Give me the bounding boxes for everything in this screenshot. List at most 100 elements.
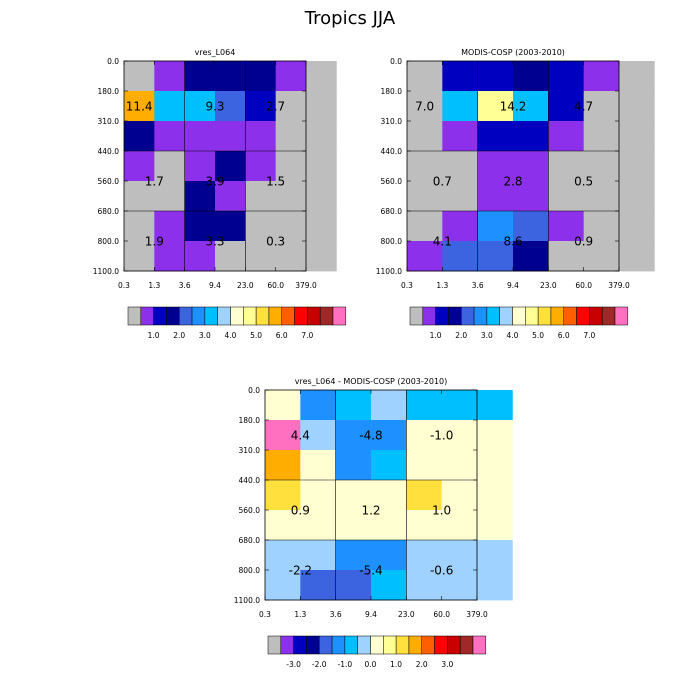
colorbar-swatch [332,306,347,326]
heatmap-cell [407,61,443,92]
heatmap-cell [406,390,443,421]
heatmap-cell [275,91,307,122]
colorbar-swatch [512,306,526,326]
colorbar-tick-label: 1.0 [390,660,402,669]
heatmap-cell [215,151,246,182]
heatmap-cell [124,151,155,182]
data-label: 1.9 [145,235,164,249]
heatmap-cell [619,241,655,272]
heatmap-cell [619,91,655,122]
x-tick-label: 9.4 [365,610,377,619]
colorbar-tick-label: 1.0 [430,331,442,340]
heatmap-cell [513,121,549,152]
colorbar-tick-label: 5.0 [532,331,544,340]
heatmap-cell [306,211,337,242]
heatmap-cell [154,181,186,212]
colorbar-swatch [370,635,384,655]
colorbar-tick-label: 7.0 [583,331,595,340]
colorbar-tick-label: 3.0 [199,331,211,340]
heatmap-cell [154,241,186,272]
colorbar-swatch [383,635,397,655]
data-label: 1.5 [266,175,285,189]
y-tick-label: 180.0 [381,87,403,96]
heatmap-cell [619,211,655,242]
heatmap-cell [371,480,407,511]
colorbar-tick-label: 4.0 [225,331,237,340]
x-tick-label: 9.4 [209,281,221,290]
heatmap-cell [275,211,307,242]
data-label: 3.9 [205,175,224,189]
heatmap-cell [441,390,478,421]
heatmap-cell [407,91,443,122]
colorbar-swatch [357,635,371,655]
heatmap-cell [407,151,443,182]
heatmap-cell [441,420,478,451]
heatmap-cell [548,241,585,272]
heatmap-cell [583,181,620,212]
colorbar-tick-label: 6.0 [558,331,570,340]
x-tick-label: 3.6 [330,610,342,619]
x-tick-label: 0.3 [401,281,413,290]
heatmap-cell [124,211,155,242]
heatmap-cell [371,420,407,451]
data-label: -0.6 [430,564,453,578]
heatmap-cell [306,91,337,122]
data-label: 0.7 [433,175,452,189]
heatmap-cell [513,241,549,272]
heatmap-cell [306,151,337,182]
heatmap-cell [124,61,155,92]
data-label: 0.9 [291,504,310,518]
colorbar-tick-label: 3.0 [481,331,493,340]
heatmap-cell [513,151,549,182]
heatmap-cell [371,570,407,601]
y-tick-label: 440.0 [239,476,261,485]
heatmap-cell [619,151,655,182]
y-tick-label: 680.0 [381,207,403,216]
heatmap-cell [154,91,186,122]
heatmap-cell [477,570,513,601]
data-label: 0.3 [266,235,285,249]
heatmap-cell [275,121,307,152]
panel-model: vres_L064 0.0 180.0 310.0 440.0 560.0 680.0 800… [93,48,347,340]
colorbar-swatch [267,635,282,655]
heatmap-cell [513,61,549,92]
y-tick-label: 180.0 [239,416,261,425]
heatmap-cell [548,61,585,92]
data-label: 1.7 [145,175,164,189]
heatmap-cell [184,241,216,272]
x-tick-label: 0.3 [259,610,271,619]
heatmap-cell [245,211,277,242]
colorbar-swatch [319,635,333,655]
colorbar-swatch [435,306,449,326]
colorbar-swatch [344,635,358,655]
heatmap-cell [583,61,620,92]
heatmap-cell [265,420,301,451]
panel-title: vres_L064 - MODIS-COSP (2003-2010) [295,377,448,386]
heatmap-cell [407,121,443,152]
colorbar-tick-label: 1.0 [148,331,160,340]
heatmap-cell [442,211,479,242]
data-label: 3.3 [205,235,224,249]
colorbar-swatch [563,306,577,326]
colorbar-swatch [395,635,410,655]
heatmap-cell [275,61,307,92]
heatmap-cell [335,540,372,571]
heatmap-cell [407,211,443,242]
heatmap-cell [154,211,186,242]
colorbar-swatch [331,635,346,655]
heatmap-cell [215,121,246,152]
heatmap-cell [184,121,216,152]
heatmap-cell [406,570,443,601]
y-tick-label: 680.0 [239,536,261,545]
heatmap-cell [335,480,372,511]
heatmap-cell [184,91,216,122]
heatmap-cell [245,121,277,152]
y-tick-label: 560.0 [239,506,261,515]
data-label: 4.4 [291,429,310,443]
data-label: -4.8 [359,429,382,443]
heatmap-cell [154,121,186,152]
colorbar-swatch [576,306,590,326]
heatmap-cell [477,480,513,511]
heatmap-cell [215,211,246,242]
colorbar-swatch [537,306,552,326]
